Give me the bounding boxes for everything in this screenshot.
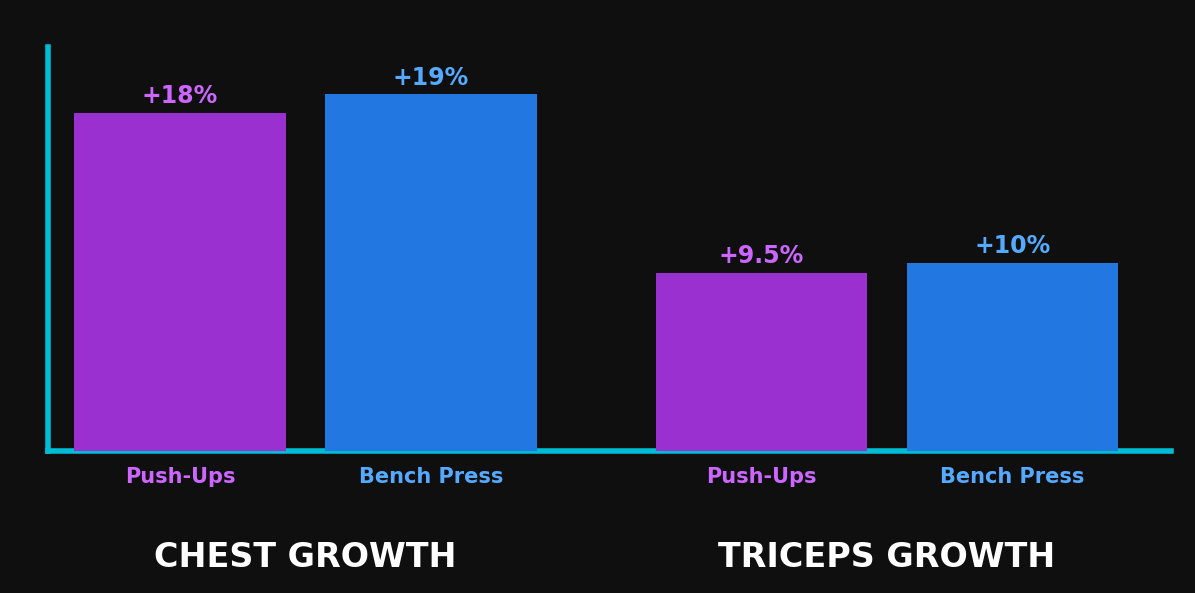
Bar — [325, 94, 537, 451]
Bar — [907, 263, 1119, 451]
Text: TRICEPS GROWTH: TRICEPS GROWTH — [718, 541, 1055, 573]
Bar — [74, 113, 286, 451]
Text: +18%: +18% — [142, 84, 217, 109]
Text: +19%: +19% — [393, 66, 470, 90]
Text: CHEST GROWTH: CHEST GROWTH — [154, 541, 456, 573]
Text: +10%: +10% — [974, 234, 1050, 259]
Bar — [656, 273, 868, 451]
Text: +9.5%: +9.5% — [719, 244, 804, 268]
